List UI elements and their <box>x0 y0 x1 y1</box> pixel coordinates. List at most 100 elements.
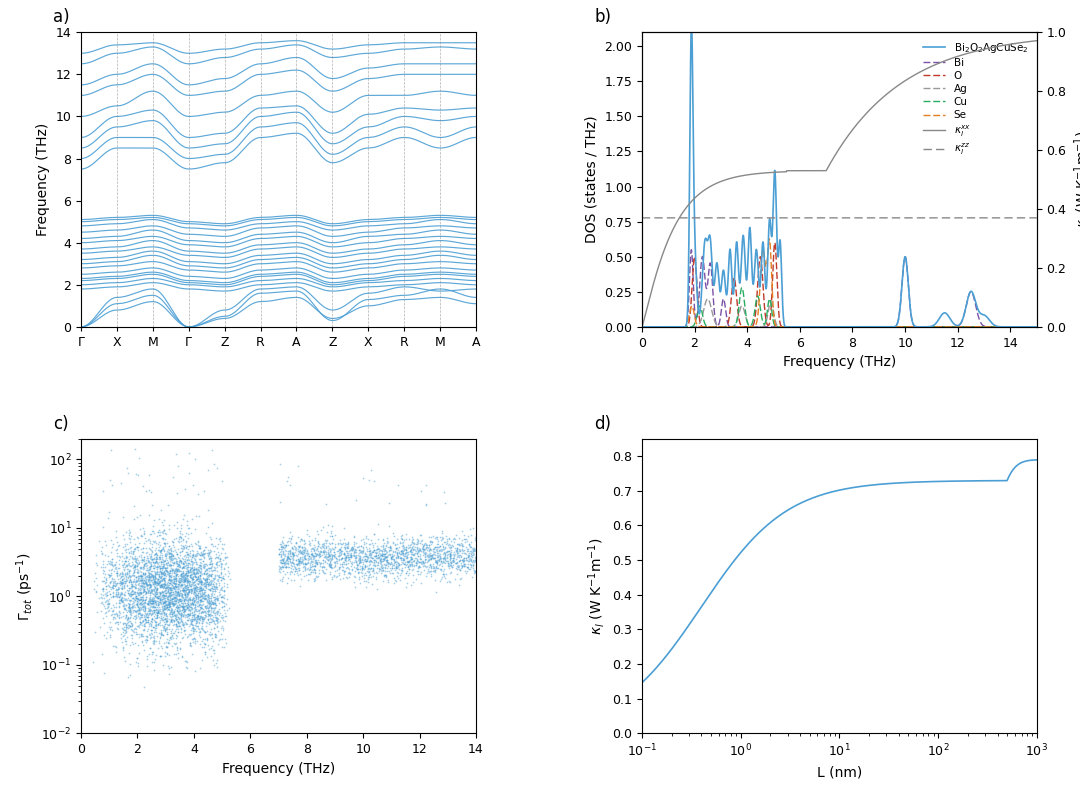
Point <box>140 567 158 580</box>
Point <box>149 604 166 617</box>
Point <box>279 560 296 573</box>
Point <box>165 626 183 639</box>
Point <box>164 606 181 619</box>
Point <box>162 585 179 598</box>
Point <box>164 575 181 588</box>
Point <box>289 555 307 567</box>
Point <box>179 565 197 578</box>
Point <box>334 558 351 571</box>
Point <box>94 558 111 571</box>
Point <box>370 543 388 556</box>
Point <box>148 549 165 562</box>
Point <box>140 595 158 608</box>
Point <box>183 624 200 637</box>
Point <box>212 594 229 607</box>
Point <box>171 555 188 567</box>
Point <box>179 548 197 561</box>
Point <box>306 550 323 563</box>
Point <box>121 541 138 554</box>
Point <box>401 562 418 575</box>
Point <box>203 588 220 601</box>
Point <box>194 612 212 625</box>
Point <box>156 637 173 650</box>
Point <box>153 580 171 593</box>
Point <box>461 545 478 558</box>
Point <box>339 537 356 550</box>
Point <box>207 610 225 623</box>
Point <box>185 583 202 596</box>
Point <box>140 563 158 576</box>
Point <box>173 600 190 613</box>
Point <box>121 550 138 563</box>
Point <box>150 586 167 599</box>
Point <box>137 587 154 600</box>
Point <box>172 595 189 608</box>
Point <box>166 592 184 604</box>
Point <box>175 542 192 555</box>
Point <box>381 541 399 554</box>
Point <box>170 563 187 575</box>
Point <box>323 526 340 539</box>
Point <box>436 549 454 562</box>
Point <box>291 541 308 554</box>
Point <box>450 555 468 568</box>
Point <box>107 588 124 600</box>
Point <box>216 546 233 559</box>
Point <box>300 535 318 548</box>
Point <box>167 648 185 661</box>
Point <box>156 580 173 593</box>
Point <box>311 556 328 569</box>
Point <box>140 628 158 641</box>
Point <box>93 547 110 560</box>
Point <box>150 589 167 602</box>
Point <box>135 546 152 559</box>
Point <box>367 547 384 560</box>
Point <box>191 611 208 624</box>
Point <box>296 552 313 565</box>
Point <box>289 530 307 543</box>
Point <box>97 580 114 592</box>
Point <box>165 573 183 586</box>
Point <box>189 588 206 601</box>
Point <box>112 585 130 598</box>
Point <box>179 580 197 593</box>
Point <box>160 556 177 569</box>
Point <box>137 542 154 555</box>
Point <box>307 555 324 567</box>
Point <box>394 540 411 553</box>
Point <box>377 546 394 559</box>
Point <box>386 548 403 561</box>
Point <box>394 538 411 551</box>
Point <box>84 655 102 668</box>
Point <box>143 486 160 499</box>
Point <box>126 613 144 625</box>
Point <box>408 552 426 565</box>
Point <box>428 543 445 556</box>
Point <box>325 548 342 561</box>
Point <box>159 600 176 613</box>
Point <box>187 608 204 621</box>
Point <box>166 594 184 607</box>
Point <box>422 550 440 563</box>
Point <box>198 571 215 584</box>
Y-axis label: $\Gamma_{tot}$ (ps$^{-1}$): $\Gamma_{tot}$ (ps$^{-1}$) <box>14 552 36 621</box>
Point <box>130 638 147 651</box>
Point <box>99 604 117 617</box>
Point <box>307 558 324 571</box>
Point <box>111 615 129 628</box>
Point <box>429 535 446 548</box>
Point <box>161 568 178 581</box>
Point <box>421 559 438 571</box>
Point <box>151 574 168 587</box>
Point <box>137 592 154 605</box>
Point <box>170 571 187 584</box>
Point <box>120 556 137 569</box>
Point <box>163 563 180 575</box>
Point <box>177 581 194 594</box>
Point <box>165 588 183 601</box>
Point <box>354 544 372 557</box>
Point <box>132 616 149 629</box>
Point <box>192 562 210 575</box>
Point <box>178 561 195 574</box>
Point <box>151 592 168 605</box>
